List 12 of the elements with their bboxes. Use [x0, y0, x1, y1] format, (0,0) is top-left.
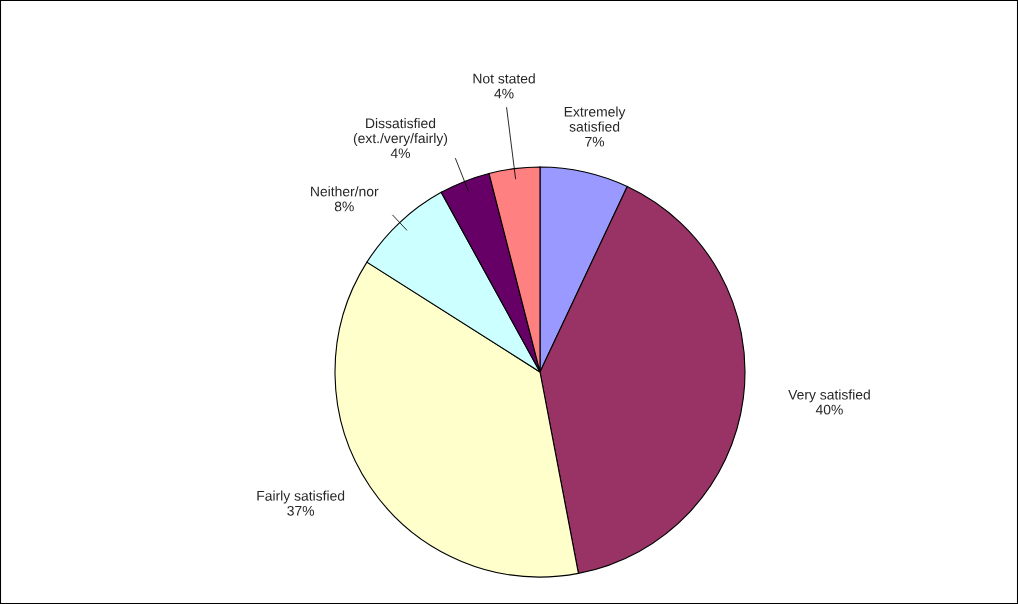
slice-label: Fairly satisfied	[257, 490, 345, 504]
data-label: 4%	[390, 148, 411, 159]
data-label: 40%	[815, 404, 843, 415]
slice-label: Dissatisfied (ext./very/fairly)	[353, 118, 448, 146]
slice-label: Not stated	[473, 73, 535, 84]
slice-label: Extremely satisfied	[564, 106, 626, 132]
data-label: 7%	[585, 136, 605, 147]
data-label: 4%	[494, 88, 514, 99]
data-label: 37%	[287, 505, 315, 516]
data-label: 8%	[334, 201, 354, 212]
slice-label: Very satisfied	[788, 389, 870, 403]
slice-label: Neither/nor	[311, 186, 379, 197]
